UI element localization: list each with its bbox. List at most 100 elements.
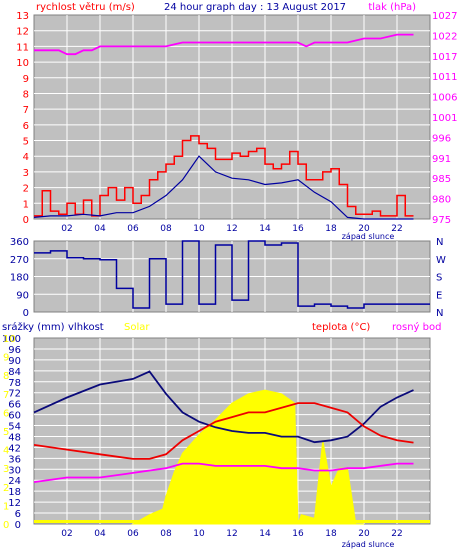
humidity-y-tick-label: 100 <box>2 334 21 345</box>
low-x-tick-label: 18 <box>325 529 337 539</box>
direction-compass-label: S <box>436 273 442 284</box>
wind-y-tick-label: 0 <box>23 215 29 226</box>
rain-y-tick-label: 1 <box>3 501 9 512</box>
low-x-tick-label: 16 <box>292 529 304 539</box>
pressure-y-tick-label: 996 <box>432 133 451 144</box>
direction-y-tick-label: 270 <box>10 255 29 266</box>
wind-average-line <box>33 155 414 220</box>
low-x-tick-label: 20 <box>358 529 370 539</box>
wind-x-tick-label: 06 <box>127 224 139 234</box>
humidity-label: vlhkost <box>68 322 104 333</box>
pressure-y-tick-label: 1022 <box>432 31 457 42</box>
pressure-y-tick-label: 1017 <box>432 52 457 63</box>
humidity-y-tick-label: 84 <box>8 367 21 378</box>
rain-y-tick-label: 5 <box>3 427 9 438</box>
pressure-y-tick-label: 1006 <box>432 93 457 104</box>
wind-y-tick-label: 5 <box>23 137 29 148</box>
direction-compass-label: E <box>436 290 442 301</box>
humidity-y-tick-label: 36 <box>8 454 21 465</box>
rain-y-tick-label: 0 <box>3 520 9 531</box>
low-x-tick-label: 22 <box>391 529 402 539</box>
humidity-y-tick-label: 60 <box>8 411 21 422</box>
dewpoint-line <box>33 462 414 483</box>
humidity-y-tick-label: 78 <box>8 378 21 389</box>
humidity-y-tick-label: 54 <box>8 422 21 433</box>
humidity-line <box>33 370 414 444</box>
wind-direction-line <box>34 240 430 309</box>
wind-y-tick-label: 12 <box>16 27 29 38</box>
pressure-y-tick-label: 980 <box>432 195 451 206</box>
rain-y-tick-label: 3 <box>3 464 9 475</box>
wind-x-tick-label: 20 <box>358 224 370 234</box>
direction-compass-label: N <box>436 308 443 319</box>
humidity-y-tick-label: 6 <box>15 509 21 520</box>
rain-y-tick-label: 8 <box>3 371 9 382</box>
direction-compass-label: W <box>436 255 446 266</box>
wind-x-tick-label: 22 <box>391 224 402 234</box>
wind-x-tick-label: 12 <box>226 224 237 234</box>
wind-y-tick-label: 10 <box>16 58 29 69</box>
low-x-tick-label: 02 <box>61 529 72 539</box>
humidity-y-tick-label: 18 <box>8 487 21 498</box>
wind-y-tick-label: 8 <box>23 89 29 100</box>
wind-y-tick-label: 3 <box>23 168 29 179</box>
direction-y-tick-label: 90 <box>16 290 29 301</box>
low-sunset-label: západ slunce <box>342 540 395 549</box>
rain-y-tick-label: 9 <box>3 353 9 364</box>
humidity-y-tick-label: 48 <box>8 432 21 443</box>
humidity-y-tick-label: 24 <box>8 476 21 487</box>
header-right-label: tlak (hPa) <box>368 2 416 13</box>
low-x-tick-label: 06 <box>127 529 139 539</box>
humidity-y-tick-label: 72 <box>8 389 21 400</box>
wind-y-tick-label: 7 <box>23 105 29 116</box>
humidity-y-tick-label: 0 <box>15 520 21 531</box>
wind-x-tick-label: 10 <box>193 224 205 234</box>
wind-y-tick-label: 2 <box>23 184 29 195</box>
humidity-y-tick-label: 42 <box>8 443 21 454</box>
direction-y-tick-label: 180 <box>10 273 29 284</box>
pressure-line <box>34 33 414 56</box>
direction-compass-label: N <box>436 237 443 248</box>
pressure-y-tick-label: 1001 <box>432 113 457 124</box>
rain-y-tick-label: 4 <box>3 446 9 457</box>
dewpoint-label: rosný bod <box>392 321 441 333</box>
pressure-y-tick-label: 975 <box>432 215 451 226</box>
low-x-tick-label: 10 <box>193 529 205 539</box>
low-x-tick-label: 04 <box>94 529 106 539</box>
header-left-label: rychlost větru (m/s) <box>36 1 135 13</box>
pressure-y-tick-label: 991 <box>432 154 451 165</box>
wind-y-tick-label: 11 <box>16 42 29 53</box>
humidity-y-tick-label: 66 <box>8 400 21 411</box>
wind-x-tick-label: 18 <box>325 224 337 234</box>
wind-y-tick-label: 13 <box>16 11 29 22</box>
pressure-y-tick-label: 985 <box>432 174 451 185</box>
rain-label: srážky (mm) <box>2 321 65 333</box>
humidity-y-tick-label: 12 <box>8 498 21 509</box>
wind-x-tick-label: 16 <box>292 224 304 234</box>
temperature-line <box>33 402 414 460</box>
rain-baseline <box>34 520 430 523</box>
rain-y-tick-label: 10 <box>3 334 16 345</box>
pressure-y-tick-label: 1027 <box>432 11 457 22</box>
wind-y-tick-label: 1 <box>23 199 29 210</box>
pressure-y-tick-label: 1011 <box>432 72 457 83</box>
rain-y-tick-label: 6 <box>3 408 9 419</box>
wind-sunset-label: západ slunce <box>342 232 395 241</box>
direction-y-tick-label: 360 <box>10 237 29 248</box>
temperature-label: teplota (°C) <box>312 322 370 333</box>
solar-label: Solar <box>124 322 150 333</box>
header-title: 24 hour graph day : 13 August 2017 <box>164 2 346 13</box>
low-x-tick-label: 12 <box>226 529 237 539</box>
rain-y-tick-label: 7 <box>3 390 9 401</box>
wind-y-tick-label: 4 <box>23 152 29 163</box>
direction-y-tick-label: 0 <box>23 308 29 319</box>
wind-x-tick-label: 08 <box>160 224 172 234</box>
wind-x-tick-label: 04 <box>94 224 106 234</box>
humidity-y-tick-label: 90 <box>8 356 21 367</box>
wind-y-tick-label: 9 <box>23 74 29 85</box>
wind-x-tick-label: 14 <box>259 224 271 234</box>
low-x-tick-label: 08 <box>160 529 172 539</box>
wind-y-tick-label: 6 <box>23 121 29 132</box>
humidity-y-tick-label: 30 <box>8 465 21 476</box>
